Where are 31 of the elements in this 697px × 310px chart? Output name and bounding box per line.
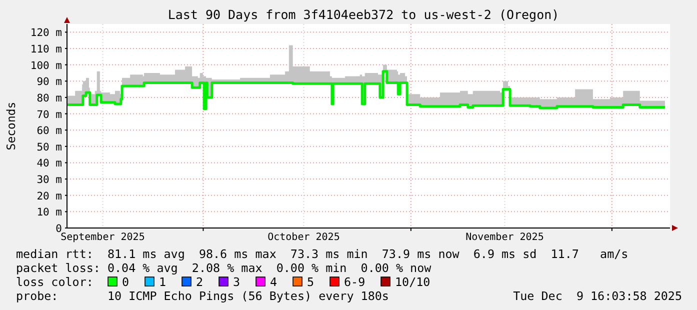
- text: Tue Dec 9 16:03:58 2025: [513, 289, 682, 303]
- y-tick-label: 30 m: [36, 174, 62, 186]
- text: packet loss: 0.04 % avg 2.08 % max 0.00 % min 0.00 % now: [16, 261, 432, 275]
- y-tick-label: 90 m: [36, 76, 62, 88]
- text: 4: [270, 275, 278, 289]
- text: 3: [233, 275, 240, 289]
- y-tick-label: 50 m: [36, 141, 62, 154]
- text: 0: [122, 275, 130, 289]
- text: 2: [196, 275, 204, 289]
- y-tick-label: 80 m: [36, 92, 62, 104]
- y-tick-label: 60 m: [36, 125, 62, 138]
- x-tick-label: October 2025: [268, 232, 340, 243]
- x-tick-label: November 2025: [466, 232, 544, 243]
- y-tick-label: 100 m: [30, 60, 62, 72]
- y-tick-label: 10 m: [36, 206, 62, 219]
- x-tick-label: September 2025: [60, 232, 145, 243]
- y-tick-label: 40 m: [36, 158, 62, 170]
- text: median rtt: 81.1 ms avg 98.6 ms max 73.3 ms min 73.9 ms now 6.9 ms sd 11.7 am/s: [16, 247, 628, 261]
- text: 6-9: [344, 275, 366, 289]
- text: loss color:: [16, 275, 94, 289]
- y-tick-label: 0: [56, 223, 62, 235]
- y-tick-label: 70 m: [36, 108, 62, 121]
- text: probe: 10 ICMP Echo Pings (56 Bytes) every 180s: [16, 289, 389, 303]
- text: 10/10: [395, 275, 430, 289]
- text: 5: [307, 275, 314, 289]
- text: 1: [159, 275, 166, 289]
- y-tick-label: 20 m: [36, 190, 62, 202]
- y-axis-title: Seconds: [4, 102, 18, 150]
- y-tick-label: 120 m: [30, 27, 62, 40]
- chart-title: Last 90 Days from 3f4104eeb372 to us-west-2 (Oregon): [168, 7, 560, 22]
- y-tick-label: 110 m: [30, 43, 62, 56]
